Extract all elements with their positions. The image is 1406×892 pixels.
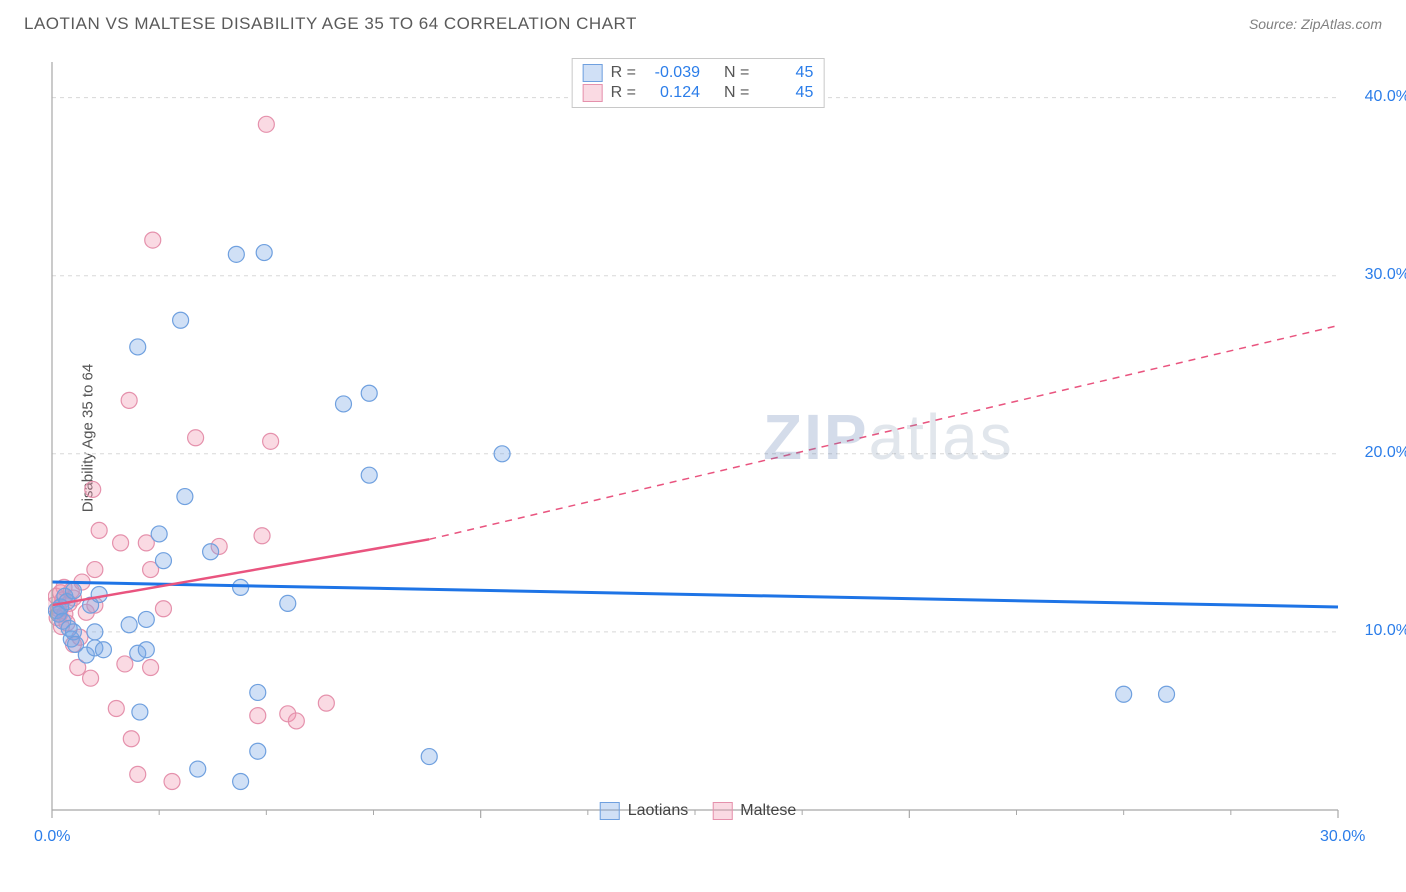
- chart-title: LAOTIAN VS MALTESE DISABILITY AGE 35 TO …: [24, 14, 637, 34]
- legend-item-b: Maltese: [712, 802, 796, 820]
- stats-row-a: R = -0.039 N = 45: [583, 63, 814, 83]
- y-tick-label: 10.0%: [1365, 622, 1406, 640]
- swatch-a: [583, 64, 603, 82]
- x-tick-label: 0.0%: [34, 828, 70, 846]
- swatch-b-icon: [712, 802, 732, 820]
- stat-n-label: N =: [724, 64, 749, 82]
- bottom-legend: Laotians Maltese: [600, 802, 797, 820]
- source-label: Source: ZipAtlas.com: [1249, 16, 1382, 32]
- stat-r-label: R =: [611, 84, 636, 102]
- legend-label-a: Laotians: [628, 802, 689, 820]
- stats-row-b: R = 0.124 N = 45: [583, 83, 814, 103]
- legend-label-b: Maltese: [740, 802, 796, 820]
- swatch-b: [583, 84, 603, 102]
- x-tick-label: 30.0%: [1320, 828, 1365, 846]
- stat-n-label: N =: [724, 84, 749, 102]
- stat-r-b: 0.124: [644, 84, 700, 102]
- scatter-chart-svg: [48, 58, 1348, 818]
- stat-r-label: R =: [611, 64, 636, 82]
- swatch-a-icon: [600, 802, 620, 820]
- chart-area: Disability Age 35 to 64 ZIPatlas R = -0.…: [48, 58, 1348, 818]
- stats-box: R = -0.039 N = 45 R = 0.124 N = 45: [572, 58, 825, 108]
- y-tick-label: 40.0%: [1365, 88, 1406, 106]
- stat-n-b: 45: [757, 84, 813, 102]
- y-tick-label: 30.0%: [1365, 266, 1406, 284]
- y-tick-label: 20.0%: [1365, 444, 1406, 462]
- stat-n-a: 45: [757, 64, 813, 82]
- legend-item-a: Laotians: [600, 802, 689, 820]
- stat-r-a: -0.039: [644, 64, 700, 82]
